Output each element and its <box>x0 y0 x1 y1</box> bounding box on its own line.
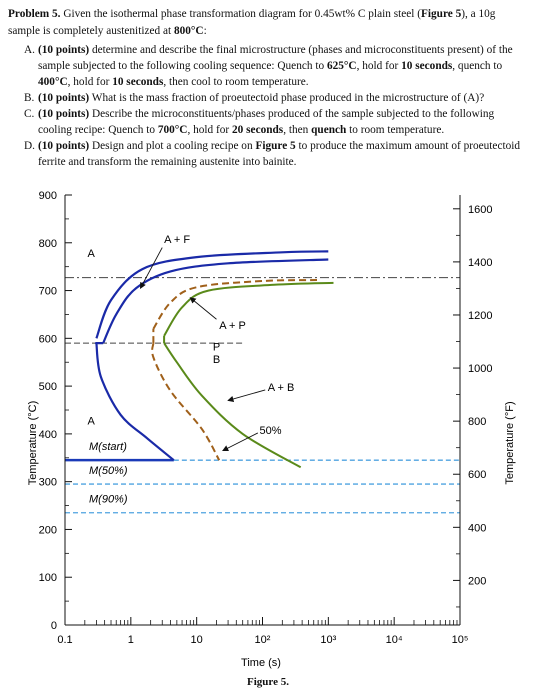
x-tick-label: 0.1 <box>57 634 72 646</box>
y2-tick-label: 800 <box>468 416 486 428</box>
x-tick-label: 10 <box>191 634 203 646</box>
y-tick-label: 200 <box>39 524 57 536</box>
x-tick-label: 10³ <box>320 634 336 646</box>
ttt-curve <box>102 258 329 344</box>
martensite-label: M(start) <box>89 441 127 453</box>
problem-heading: Problem 5. Given the isothermal phase tr… <box>8 8 496 37</box>
ttt-curve <box>152 279 319 330</box>
leader-arrow <box>140 247 163 289</box>
x-axis-label: Time (s) <box>241 657 281 669</box>
region-label: P <box>213 341 220 353</box>
y-tick-label: 900 <box>39 190 57 202</box>
y-tick-label: 300 <box>39 477 57 489</box>
y-tick-label: 600 <box>39 333 57 345</box>
y2-tick-label: 1400 <box>468 257 492 269</box>
problem-statement: Problem 5. Given the isothermal phase tr… <box>8 6 530 170</box>
leader-arrow <box>222 432 259 452</box>
martensite-label: M(50%) <box>89 465 128 477</box>
leader-arrow <box>227 389 266 403</box>
y2-tick-label: 400 <box>468 522 486 534</box>
question-d: D. (10 points) Design and plot a cooling … <box>24 140 521 168</box>
ttt-diagram: 0 100 200 300 400 500 600 700 800 900 200 400 600 800… <box>27 190 516 669</box>
x-tick-label: 10² <box>255 634 271 646</box>
x-tick-label: 1 <box>128 634 134 646</box>
y-tick-label: 100 <box>39 572 57 584</box>
region-label: A + P <box>219 320 246 332</box>
ttt-curve <box>163 281 334 337</box>
martensite-label: M(90%) <box>89 494 128 506</box>
y-axis-label: Temperature (°C) <box>27 401 39 485</box>
y-tick-label: 800 <box>39 238 57 250</box>
leader-arrow <box>189 297 217 320</box>
region-label: A <box>88 248 96 260</box>
region-label: B <box>213 354 220 366</box>
region-label: A + B <box>268 382 295 394</box>
y2-tick-label: 200 <box>468 575 486 587</box>
x-tick-label: 10⁵ <box>452 634 469 646</box>
ttt-curve <box>95 250 329 339</box>
question-b: B. (10 points) What is the mass fraction … <box>24 92 485 104</box>
y-tick-label: 500 <box>39 381 57 393</box>
y2-tick-label: 1000 <box>468 363 492 375</box>
ttt-curve <box>151 342 221 461</box>
y2-axis-label: Temperature (°F) <box>504 401 516 484</box>
problem-label: Problem 5. <box>8 8 61 20</box>
region-label: A <box>88 415 96 427</box>
y2-tick-label: 600 <box>468 469 486 481</box>
region-label: 50% <box>259 425 281 437</box>
y-tick-label: 400 <box>39 429 57 441</box>
ttt-curve <box>163 342 302 469</box>
question-list: A. (10 points) determine and describe the… <box>8 42 530 170</box>
y-tick-label: 0 <box>51 620 57 632</box>
y-tick-label: 700 <box>39 286 57 298</box>
figure-caption: Figure 5. <box>247 676 289 688</box>
question-c: C. (10 points) Describe the microconstitu… <box>24 108 495 136</box>
x-tick-label: 10⁴ <box>386 634 403 646</box>
y2-tick-label: 1600 <box>468 204 492 216</box>
question-a: A. (10 points) determine and describe the… <box>24 44 513 88</box>
region-label: A + F <box>164 234 190 246</box>
y2-tick-label: 1200 <box>468 310 492 322</box>
ttt-curve <box>95 342 175 462</box>
